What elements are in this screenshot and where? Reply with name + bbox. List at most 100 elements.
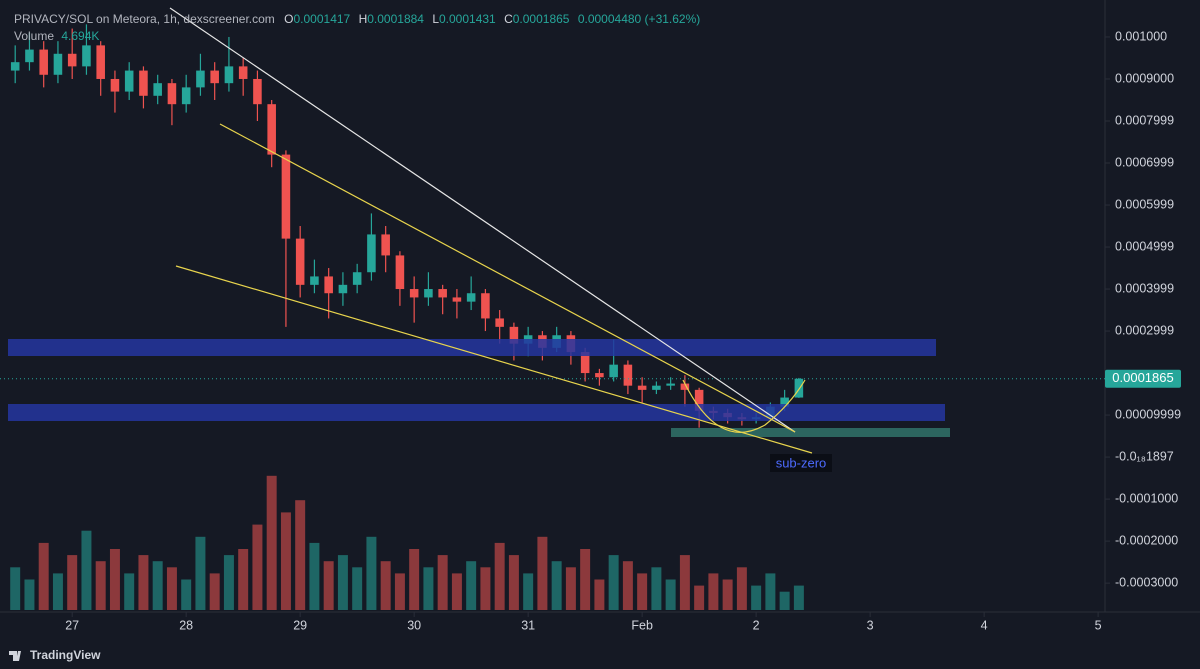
candle-body bbox=[680, 383, 690, 390]
c-value: 0.0001865 bbox=[513, 12, 570, 26]
candle-body bbox=[452, 297, 462, 302]
x-tick-label: 2 bbox=[753, 618, 760, 632]
price-tag-label: 0.0001865 bbox=[1112, 370, 1173, 385]
volume-bar bbox=[223, 555, 234, 610]
watermark: TradingView bbox=[30, 648, 101, 662]
candle-body bbox=[352, 272, 362, 285]
volume-bar bbox=[209, 573, 220, 610]
candle-body bbox=[338, 284, 348, 294]
h-label: H bbox=[359, 12, 368, 26]
candle-body bbox=[495, 318, 504, 327]
candle-body bbox=[181, 87, 191, 105]
candle-body bbox=[25, 49, 34, 63]
candle-body bbox=[395, 255, 405, 290]
volume-bar bbox=[95, 561, 106, 610]
volume-bar bbox=[437, 555, 448, 610]
volume-bar bbox=[295, 500, 306, 610]
volume-bar bbox=[309, 542, 320, 610]
volume-bar bbox=[67, 555, 78, 610]
c-label: C bbox=[504, 12, 513, 26]
volume-bar bbox=[451, 573, 462, 610]
x-tick-label: 28 bbox=[179, 618, 193, 632]
volume-bar bbox=[394, 573, 405, 610]
volume-bar bbox=[494, 542, 505, 610]
y-tick-label: 0.0007999 bbox=[1115, 113, 1174, 127]
volume-bar bbox=[366, 536, 377, 610]
candle-body bbox=[295, 238, 305, 285]
l-value: 0.0001431 bbox=[439, 12, 496, 26]
header: PRIVACY/SOL on Meteora, 1h, dexscreener.… bbox=[14, 12, 700, 26]
plot bbox=[0, 24, 1105, 610]
candle-body bbox=[652, 385, 661, 390]
volume-bar bbox=[380, 561, 391, 610]
y-tick-label: 0.00009999 bbox=[1115, 407, 1181, 421]
candle-body bbox=[139, 70, 148, 96]
volume-bar bbox=[238, 549, 249, 610]
candle-body bbox=[96, 45, 105, 79]
candle-body bbox=[623, 364, 633, 386]
y-tick-label: 0.0005999 bbox=[1115, 197, 1174, 211]
candle-body bbox=[224, 66, 234, 84]
candle-body bbox=[124, 70, 134, 92]
candle-body bbox=[367, 234, 376, 273]
candle-body bbox=[238, 66, 248, 79]
volume-bar bbox=[679, 555, 690, 610]
volume-bar bbox=[580, 549, 591, 610]
candle-body bbox=[153, 83, 162, 96]
o-value: 0.0001417 bbox=[293, 12, 350, 26]
candle-body bbox=[281, 154, 291, 239]
zone bbox=[8, 339, 936, 356]
logo bbox=[9, 651, 21, 661]
volume-bar bbox=[138, 555, 149, 610]
l-label: L bbox=[432, 12, 439, 26]
candle-body bbox=[666, 383, 675, 386]
volume-value: 4.694K bbox=[61, 29, 99, 43]
candle-body bbox=[381, 234, 390, 256]
volume-bar bbox=[409, 549, 420, 610]
candle-body bbox=[438, 289, 447, 298]
volume-bar bbox=[24, 579, 35, 610]
candle-body bbox=[466, 293, 476, 302]
candle-body bbox=[82, 45, 91, 67]
volume-bar bbox=[565, 567, 576, 610]
header-title: PRIVACY/SOL on Meteora, 1h, dexscreener.… bbox=[14, 12, 275, 26]
x-tick-label: 30 bbox=[407, 618, 421, 632]
volume-bar bbox=[81, 530, 92, 610]
zone bbox=[671, 428, 950, 437]
x-tick-label: 29 bbox=[293, 618, 307, 632]
volume-bar bbox=[195, 536, 206, 610]
candle-body bbox=[67, 53, 77, 67]
volume-bar bbox=[694, 585, 705, 610]
volume-bar bbox=[651, 567, 662, 610]
volume-bar bbox=[551, 561, 562, 610]
trendline bbox=[169, 7, 796, 433]
volume-bar bbox=[423, 567, 434, 610]
volume-bar bbox=[352, 567, 363, 610]
volume-bar bbox=[10, 567, 21, 610]
volume-bar bbox=[38, 542, 49, 610]
h-value: 0.0001884 bbox=[367, 12, 424, 26]
volume-bar bbox=[751, 585, 762, 610]
volume-bar bbox=[480, 567, 491, 610]
volume-bar bbox=[109, 549, 120, 610]
x-tick-label: 31 bbox=[521, 618, 535, 632]
y-tick-label: -0.0003000 bbox=[1115, 575, 1178, 589]
volume-bar bbox=[537, 536, 548, 610]
candle-body bbox=[409, 289, 419, 298]
y-tick-label: 0.0003999 bbox=[1115, 281, 1174, 295]
candle-body bbox=[310, 276, 319, 285]
trendline bbox=[175, 265, 813, 454]
volume-bar bbox=[622, 561, 633, 610]
candle-body bbox=[595, 373, 604, 378]
candle-body bbox=[267, 104, 276, 155]
volume-bar bbox=[637, 573, 648, 610]
y-tick-label: -0.0001000 bbox=[1115, 491, 1178, 505]
volume-bar bbox=[523, 573, 534, 610]
volume-bar bbox=[793, 585, 804, 610]
zone bbox=[8, 404, 945, 421]
candle-body bbox=[110, 78, 120, 92]
volume-bar bbox=[337, 555, 348, 610]
volume-label: Volume bbox=[14, 29, 54, 43]
y-tick-label: 0.0009000 bbox=[1115, 71, 1174, 85]
